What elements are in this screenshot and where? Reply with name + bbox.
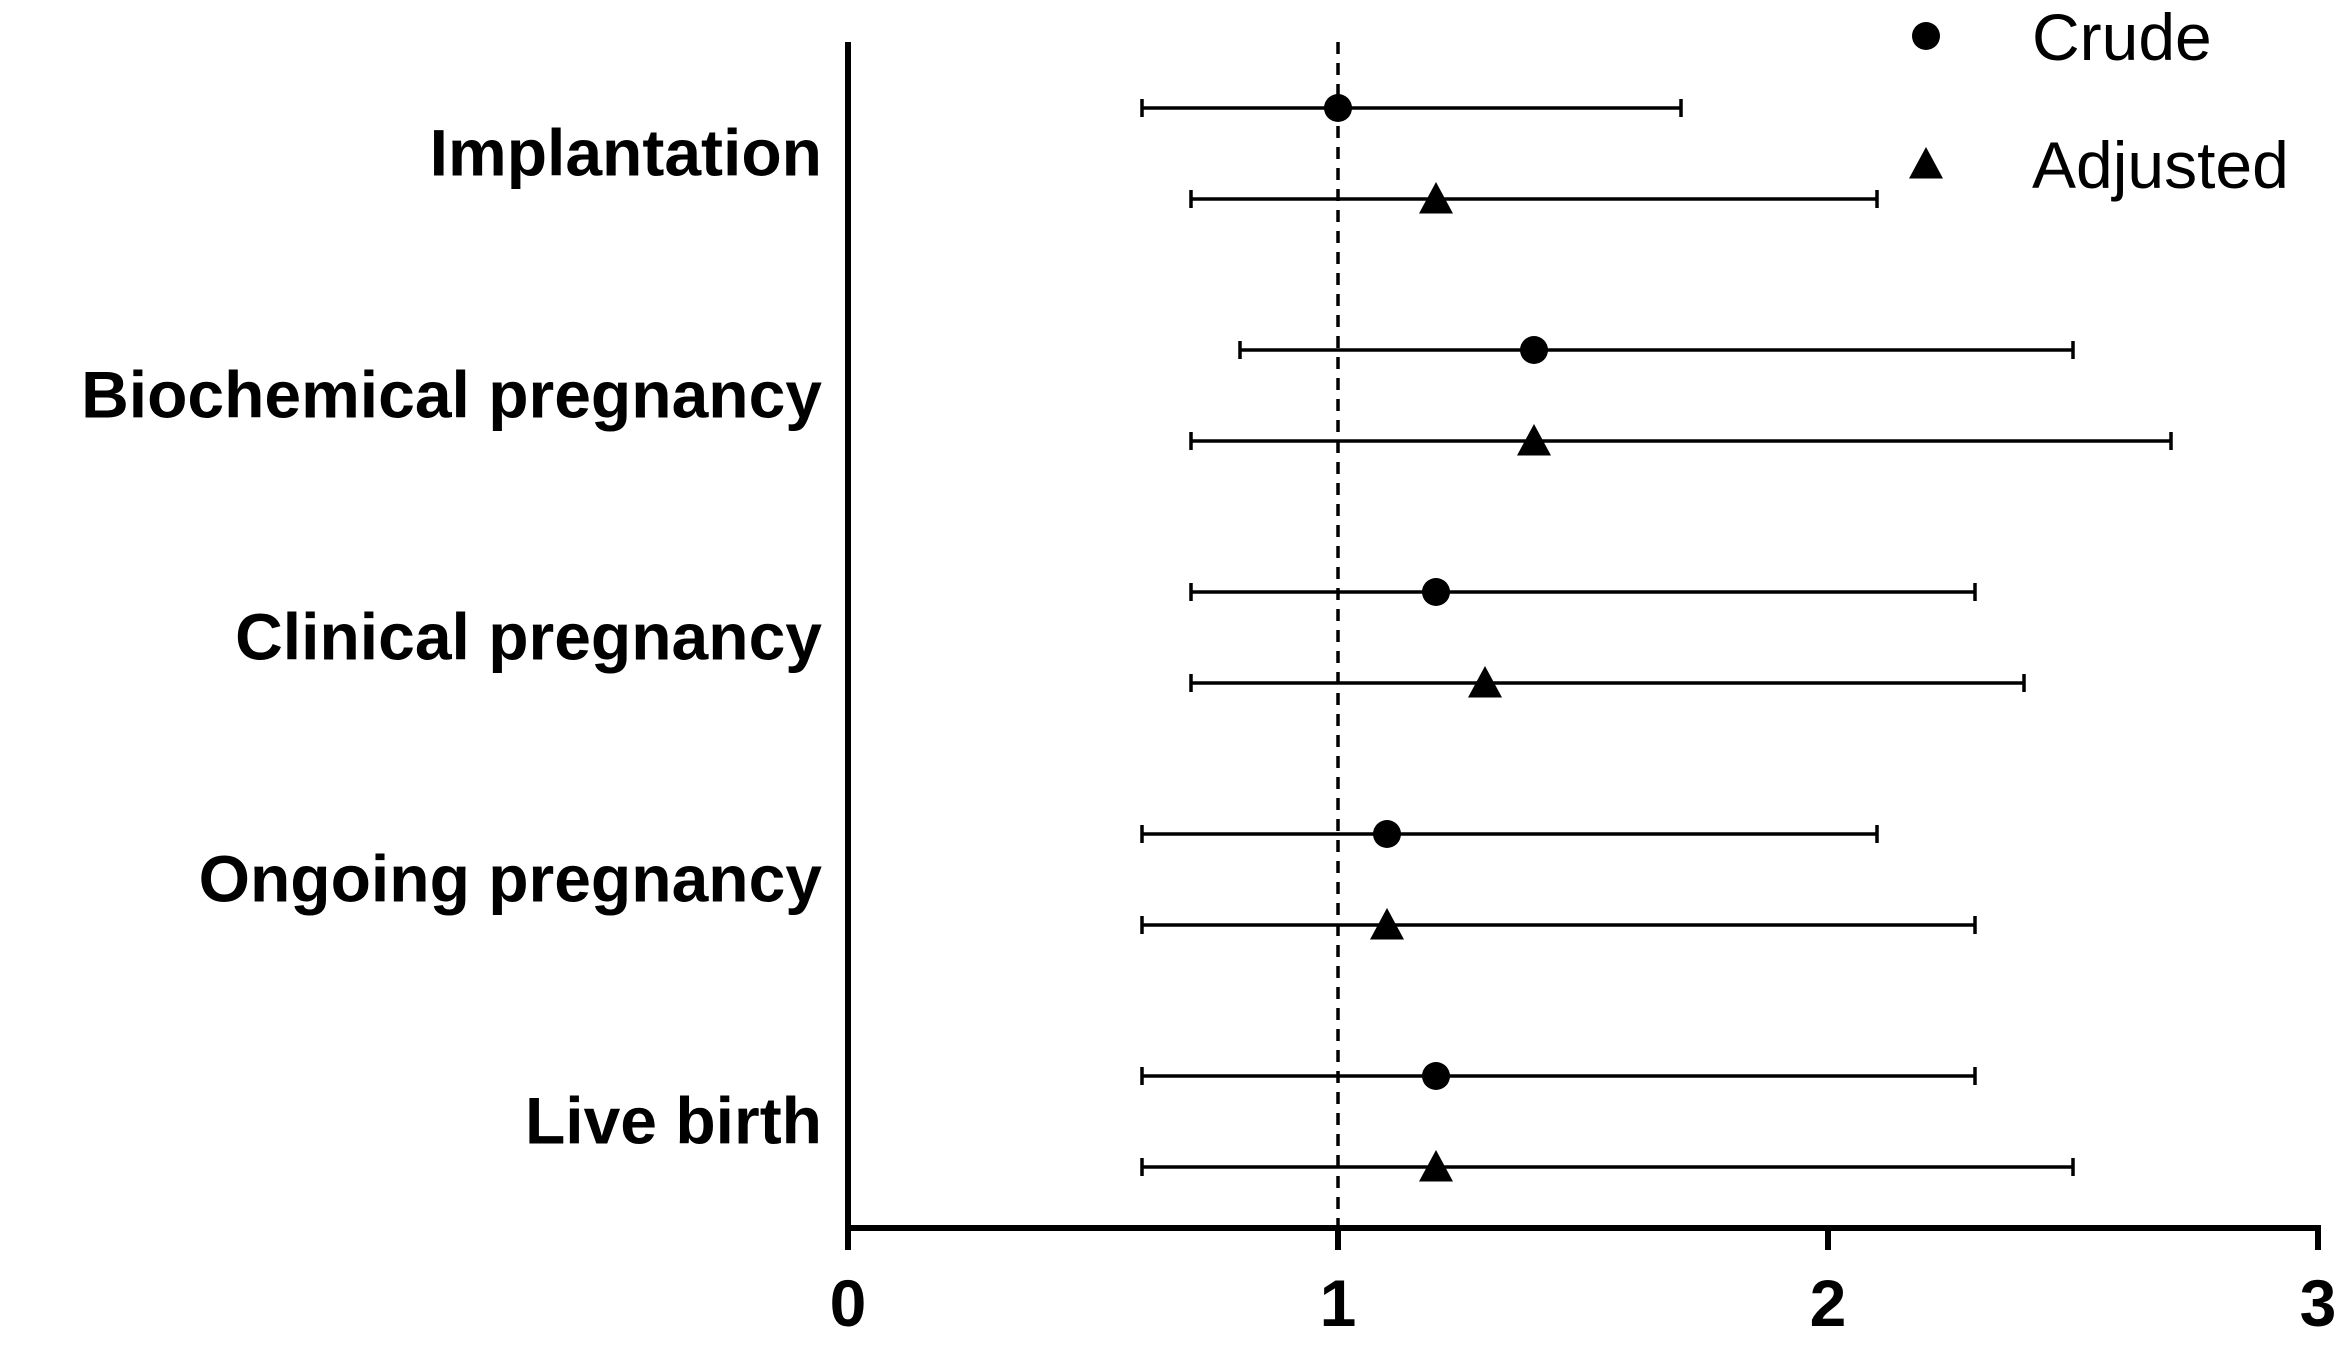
x-tick-label: 3 xyxy=(2300,1266,2337,1340)
adjusted-estimate-marker xyxy=(1370,908,1404,940)
adjusted-estimate-marker xyxy=(1419,182,1453,214)
x-tick-label: 1 xyxy=(1320,1266,1357,1340)
adjusted-estimate-marker xyxy=(1468,666,1502,698)
legend-label-adjusted: Adjusted xyxy=(2032,128,2289,202)
crude-estimate-marker xyxy=(1422,578,1450,606)
point-estimates xyxy=(1324,94,1551,1182)
category-label: Biochemical pregnancy xyxy=(81,358,822,432)
crude-estimate-marker xyxy=(1520,336,1548,364)
category-label: Clinical pregnancy xyxy=(235,600,822,674)
category-labels: Implantation Biochemical pregnancy Clinica… xyxy=(81,116,822,1158)
x-tick-label: 0 xyxy=(830,1266,867,1340)
category-label: Implantation xyxy=(430,116,822,190)
x-tick-label: 2 xyxy=(1810,1266,1847,1340)
crude-estimate-marker xyxy=(1373,820,1401,848)
category-label: Live birth xyxy=(525,1084,822,1158)
axes xyxy=(845,42,2321,1231)
legend-triangle-icon xyxy=(1909,147,1943,179)
legend: Crude Adjusted xyxy=(1909,0,2289,202)
category-label: Ongoing pregnancy xyxy=(199,842,823,916)
legend-label-crude: Crude xyxy=(2032,0,2212,74)
legend-circle-icon xyxy=(1912,22,1940,50)
crude-estimate-marker xyxy=(1422,1062,1450,1090)
confidence-intervals xyxy=(1140,99,2173,1176)
adjusted-estimate-marker xyxy=(1419,1150,1453,1182)
adjusted-estimate-marker xyxy=(1517,424,1551,456)
crude-estimate-marker xyxy=(1324,94,1352,122)
x-axis-ticks: 0 1 2 3 xyxy=(830,1228,2337,1340)
